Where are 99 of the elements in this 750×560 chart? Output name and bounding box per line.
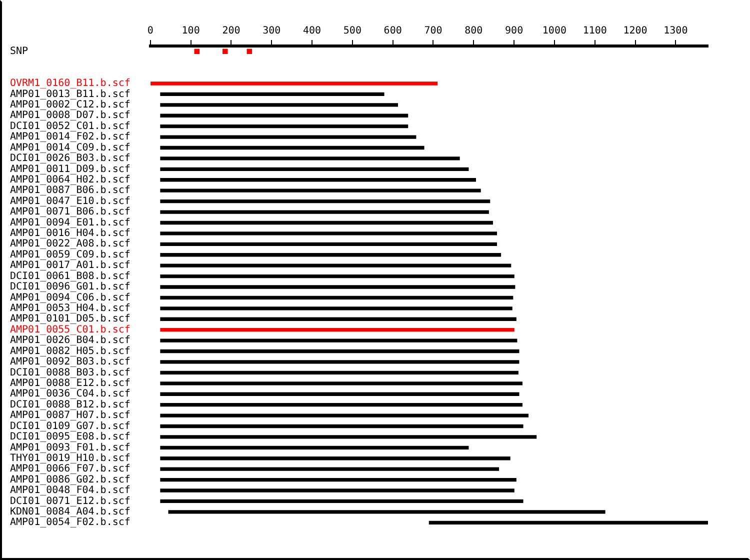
y-tick-label: AMP01_0016_H04.b.scf [10,228,130,240]
x-tick-label: 200 [222,26,240,37]
y-tick-label: AMP01_0048_F04.b.scf [10,485,130,496]
y-tick-label: AMP01_0059_C09.b.scf [10,249,130,260]
x-tick-label: 1000 [542,26,567,37]
y-tick-label: AMP01_0071_B06.b.scf [10,206,130,218]
bar [160,296,514,300]
y-tick-label: AMP01_0093_F01.b.scf [10,442,130,454]
y-tick-label: AMP01_0047_E10.b.scf [10,196,130,207]
x-tick-label: 0 [147,26,154,37]
bar [160,392,520,396]
bar [160,188,481,192]
bar [160,456,510,460]
y-tick-label: AMP01_0066_F07.b.scf [10,464,130,475]
bar [160,467,500,471]
y-tick-label: AMP01_0087_B06.b.scf [10,185,130,196]
x-tick-label: 900 [505,26,524,37]
y-tick-label: OVRM1_0160_B11.b.scf [10,78,130,90]
bar [160,220,493,225]
bar [160,253,502,257]
y-tick-label: DCI01_0095_E08.b.scf [10,432,130,443]
y-tick-label: AMP01_0087_H07.b.scf [10,410,130,422]
bar [160,360,520,364]
y-tick-label: AMP01_0008_D07.b.scf [10,110,130,122]
y-tick-label: DCI01_0071_E12.b.scf [10,496,130,507]
y-tick-label: AMP01_0055_C01.b.scf [10,324,130,336]
y-tick-label: AMP01_0026_B04.b.scf [10,335,130,346]
x-tick-label: 400 [303,26,322,37]
bar [428,520,708,524]
y-tick-label: DCI01_0026_B03.b.scf [10,153,130,164]
bar [160,210,489,214]
y-tick-label: AMP01_0036_C04.b.scf [10,388,130,400]
x-tick-label: 1300 [664,26,688,37]
y-tick-label: AMP01_0082_H05.b.scf [10,346,130,357]
bar [160,178,476,182]
y-tick-label: AMP01_0094_C06.b.scf [10,292,130,304]
bar [160,103,398,107]
y-tick-label: AMP01_0022_A08.b.scf [10,238,130,250]
y-tick-label: DCI01_0109_G07.b.scf [10,420,130,432]
bar [160,135,416,139]
bar [160,232,498,236]
y-tick-label: AMP01_0086_G02.b.scf [10,474,130,486]
bar [160,499,524,504]
y-tick-label: THY01_0019_H10.b.scf [10,452,130,464]
bar [160,146,424,150]
y-tick-label: AMP01_0013_B11.b.scf [10,88,130,100]
y-tick-label: KDN01_0084_A04.b.scf [10,506,130,518]
bar [160,167,469,172]
x-tick-label: 100 [182,26,200,37]
bar [160,402,522,407]
y-tick-label: AMP01_0014_F02.b.scf [10,132,130,143]
y-tick-label: AMP01_0064_H02.b.scf [10,174,130,186]
bar [160,446,469,450]
bar [150,82,438,86]
bar [160,488,514,492]
y-tick-label: AMP01_0054_F02.b.scf [10,517,130,528]
x-tick-label: 1200 [623,26,648,37]
y-tick-label: DCI01_0088_B03.b.scf [10,367,130,378]
bar [160,264,512,268]
y-tick-label: AMP01_0017_A01.b.scf [10,260,130,272]
x-tick-label: 600 [384,26,402,37]
bar [160,382,522,386]
bar [160,317,516,321]
bar [168,510,606,514]
bar [160,114,408,118]
y-tick-label: AMP01_0053_H04.b.scf [10,303,130,314]
bar [160,435,537,439]
y-tick-label: AMP01_0101_D05.b.scf [10,314,130,325]
bar [160,328,514,332]
bar [160,414,529,418]
bar [160,478,516,482]
x-tick-label: 500 [343,26,362,37]
x-tick-label: 700 [424,26,442,37]
x-tick-label: 800 [464,26,483,37]
bar [160,338,518,342]
y-tick-label: DCI01_0061_B08.b.scf [10,270,130,282]
bar [160,242,498,246]
y-tick-label: SNP [10,46,28,57]
bar [160,306,512,310]
bar [160,285,516,289]
y-tick-label: AMP01_0092_B03.b.scf [10,356,130,368]
bar [160,424,524,428]
bar [160,349,520,354]
y-tick-label: AMP01_0002_C12.b.scf [10,100,130,111]
x-tick-label: 300 [262,26,281,37]
bar [160,199,490,204]
y-tick-label: DCI01_0088_B12.b.scf [10,399,130,410]
bar [160,156,460,160]
y-tick-label: DCI01_0096_G01.b.scf [10,282,130,293]
bar [160,370,518,375]
bar [160,92,384,96]
x-tick-label: 1100 [582,26,607,37]
bar [160,274,514,278]
bar [160,124,408,128]
y-tick-label: DCI01_0052_C01.b.scf [10,120,130,132]
y-tick-label: AMP01_0094_E01.b.scf [10,217,130,228]
y-tick-label: AMP01_0011_D09.b.scf [10,164,130,175]
y-tick-label: AMP01_0014_C09.b.scf [10,142,130,154]
y-tick-label: AMP01_0088_E12.b.scf [10,378,130,389]
